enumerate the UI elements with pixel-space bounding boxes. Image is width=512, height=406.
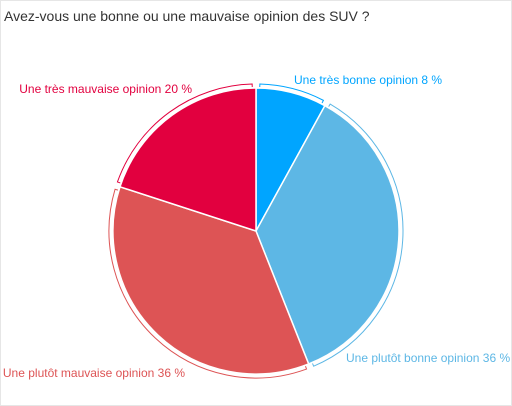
pie-slice	[119, 87, 257, 233]
pie-slice-label: Une très bonne opinion 8 %	[294, 73, 442, 87]
pie-slice-label: Une plutôt bonne opinion 36 %	[346, 351, 510, 365]
pie-labels: Une très bonne opinion 8 % Une plutôt bon…	[3, 73, 511, 380]
pie-connector	[312, 103, 404, 367]
pie-slice	[255, 104, 400, 365]
pie-slice-label: Une plutôt mauvaise opinion 36 %	[3, 366, 185, 380]
pie-connector	[108, 188, 308, 379]
pie-slice	[112, 185, 310, 375]
pie-connector	[259, 83, 325, 104]
pie-connectors	[108, 83, 404, 379]
pie-slice-label: Une très mauvaise opinion 20 %	[19, 82, 192, 96]
pie-connector	[116, 83, 253, 184]
chart-title: Avez-vous une bonne ou une mauvaise opin…	[4, 8, 370, 24]
pie-slices	[112, 87, 400, 375]
